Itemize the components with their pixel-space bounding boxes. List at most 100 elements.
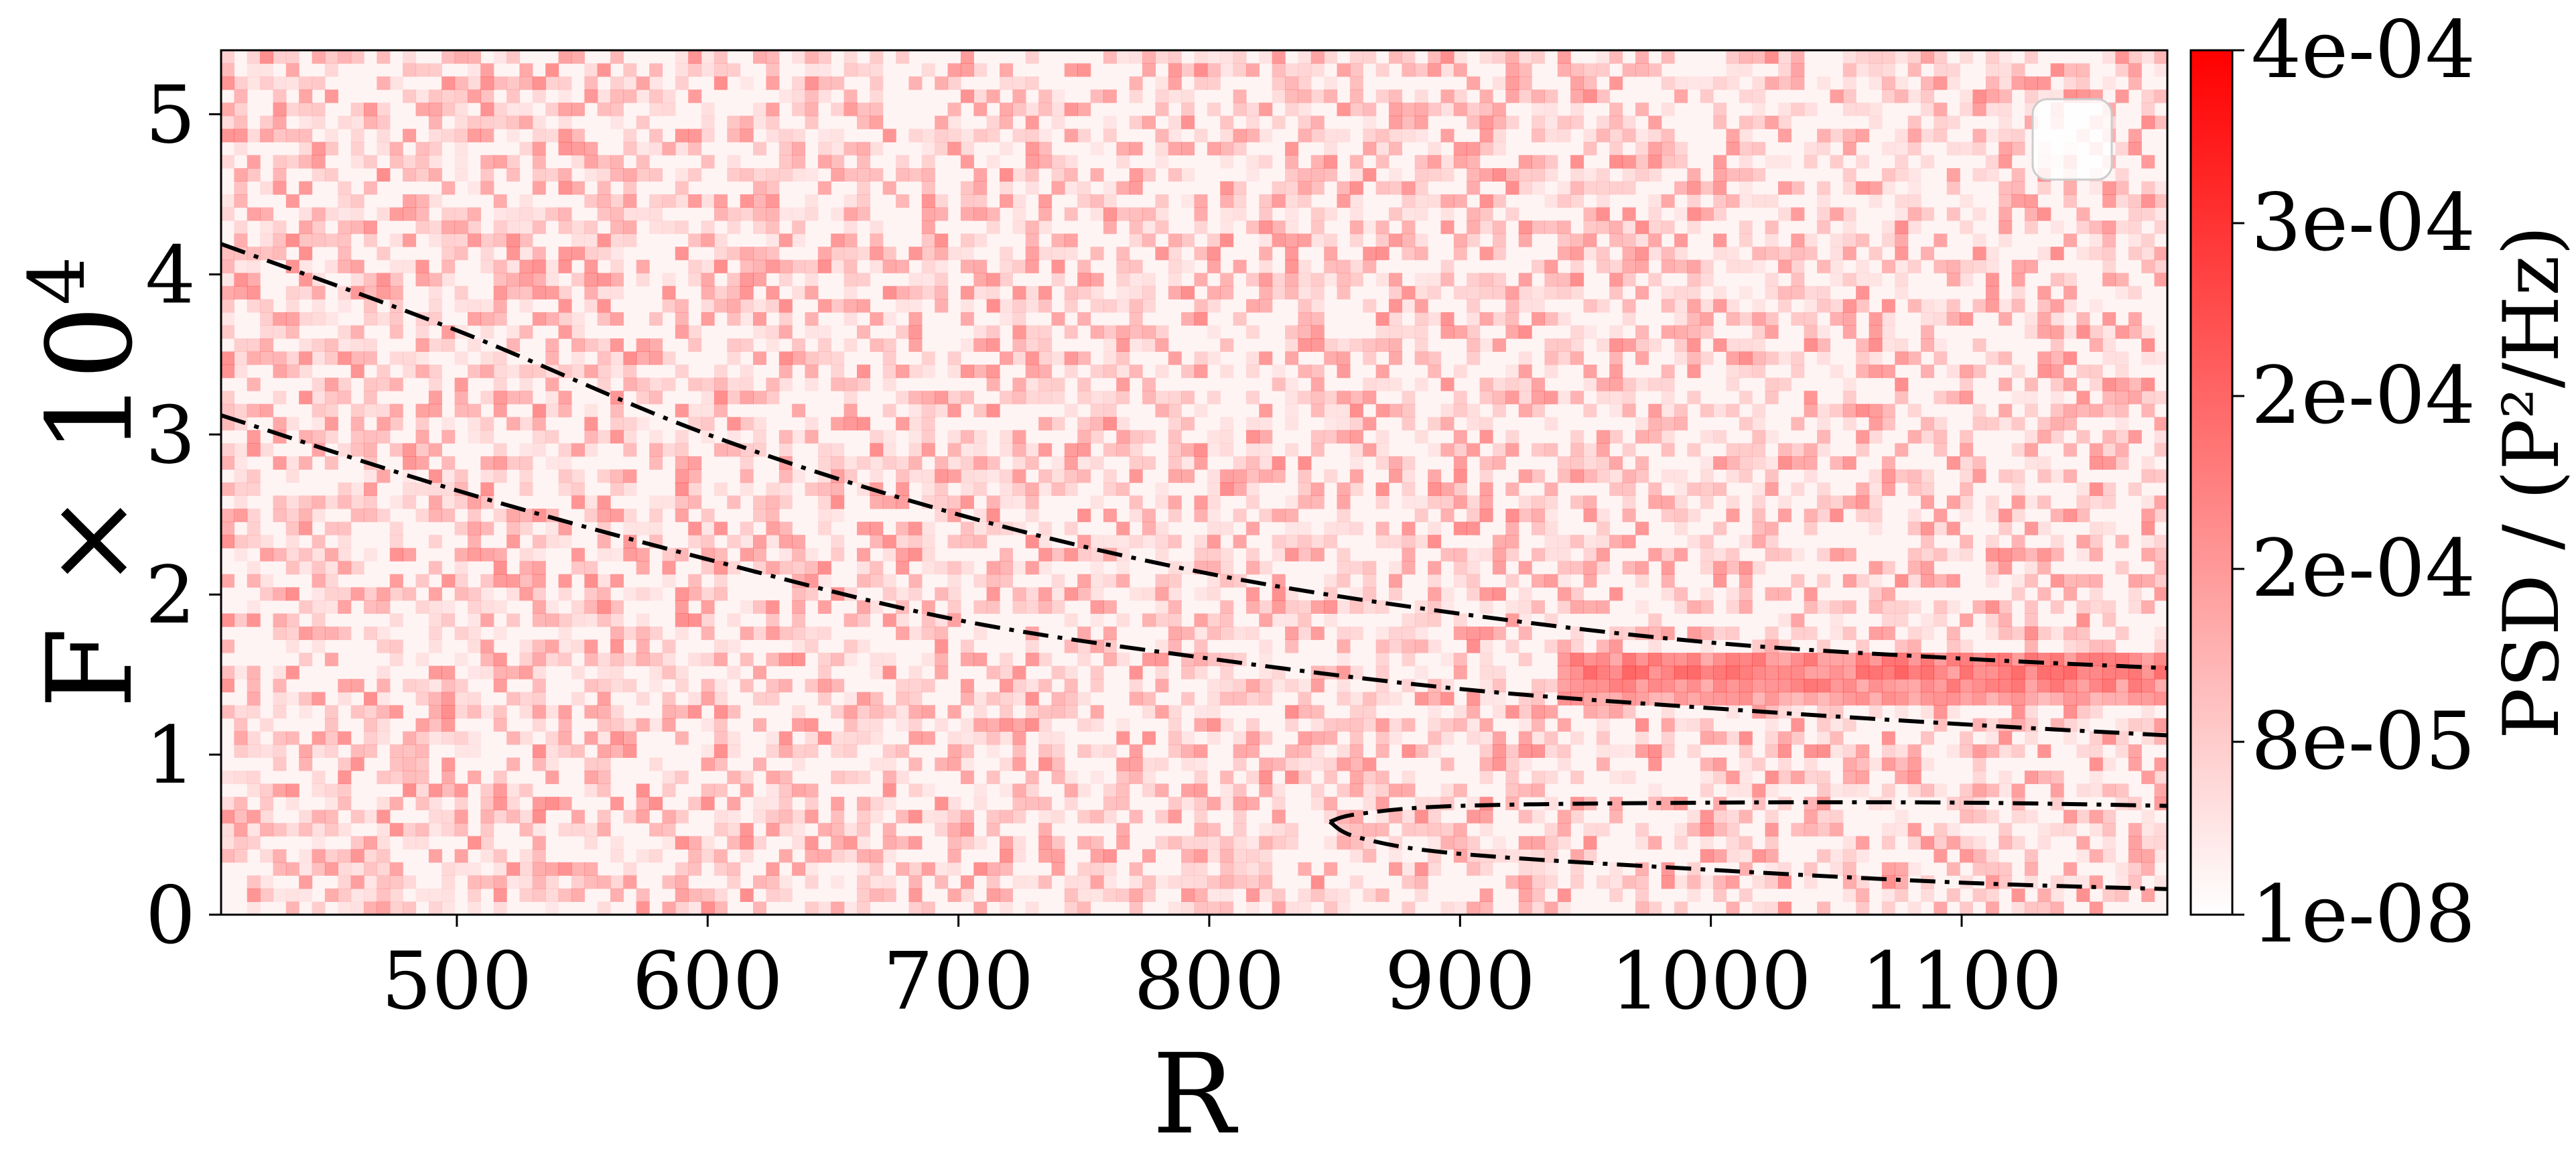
heatmap-cell (2063, 587, 2078, 601)
heatmap-cell (1428, 469, 1442, 483)
heatmap-cell (675, 181, 689, 195)
heatmap-cell (1051, 757, 1065, 771)
heatmap-cell (1998, 299, 2013, 313)
heatmap-cell (1972, 744, 1986, 758)
heatmap-cell (1181, 89, 1195, 103)
heatmap-cell (740, 417, 754, 431)
heatmap-cell (973, 325, 988, 339)
heatmap-cell (285, 285, 299, 300)
heatmap-cell (675, 403, 689, 417)
heatmap-cell (1467, 168, 1481, 182)
heatmap-cell (285, 731, 299, 745)
heatmap-cell (1090, 456, 1104, 470)
heatmap-cell (260, 220, 274, 235)
heatmap-cell (2154, 587, 2167, 601)
heatmap-cell (1648, 273, 1662, 287)
heatmap-cell (1804, 403, 1818, 417)
heatmap-cell (1207, 509, 1221, 523)
heatmap-cell (1168, 50, 1182, 64)
heatmap-cell (778, 731, 793, 745)
heatmap-cell (2050, 469, 2064, 483)
heatmap-cell (519, 391, 533, 405)
heatmap-cell (1389, 627, 1402, 641)
heatmap-cell (675, 771, 689, 785)
heatmap-cell (727, 168, 741, 182)
heatmap-cell (1402, 285, 1416, 300)
heatmap-cell (701, 259, 715, 273)
heatmap-cell (1090, 285, 1104, 300)
heatmap-cell (649, 377, 663, 391)
heatmap-cell (1960, 377, 1974, 391)
heatmap-cell (2115, 443, 2129, 457)
heatmap-cell (1960, 220, 1974, 235)
heatmap-cell (649, 338, 663, 352)
heatmap-cell (805, 639, 819, 653)
heatmap-cell (1622, 469, 1636, 483)
heatmap-cell (234, 403, 248, 417)
heatmap-cell (1363, 141, 1377, 155)
heatmap-cell (1310, 731, 1325, 745)
heatmap-cell (338, 181, 352, 195)
heatmap-cell (338, 259, 352, 273)
heatmap-cell (1272, 535, 1286, 549)
heatmap-cell (2025, 456, 2038, 470)
heatmap-cell (908, 731, 923, 745)
heatmap-cell (1259, 757, 1273, 771)
heatmap-cell (1479, 692, 1493, 706)
heatmap-cell (675, 168, 689, 182)
heatmap-cell (285, 76, 299, 90)
heatmap-cell (1220, 521, 1234, 535)
heatmap-cell (623, 194, 637, 208)
heatmap-cell (1233, 783, 1247, 797)
heatmap-cell (1804, 285, 1818, 300)
heatmap-cell (428, 495, 442, 509)
heatmap-cell (285, 50, 299, 64)
heatmap-cell (973, 482, 988, 497)
heatmap-cell (1467, 285, 1481, 300)
heatmap-cell (1895, 443, 1909, 457)
heatmap-cell (519, 273, 533, 287)
heatmap-cell (1000, 809, 1013, 824)
heatmap-cell (1142, 391, 1156, 405)
heatmap-cell (986, 155, 1000, 169)
heatmap-cell (1921, 155, 1934, 169)
heatmap-cell (1726, 247, 1740, 261)
heatmap-cell (468, 771, 481, 785)
heatmap-cell (1155, 757, 1169, 771)
heatmap-cell (1051, 771, 1065, 785)
heatmap-cell (1700, 679, 1714, 693)
heatmap-cell (1402, 744, 1416, 758)
heatmap-cell (1583, 403, 1597, 417)
heatmap-cell (415, 273, 429, 287)
heatmap-cell (597, 233, 611, 247)
heatmap-cell (2063, 181, 2078, 195)
heatmap-cell (1596, 705, 1610, 719)
heatmap-cell (1181, 692, 1195, 706)
heatmap-cell (2102, 220, 2116, 235)
heatmap-cell (1479, 417, 1493, 431)
heatmap-cell (1960, 731, 1974, 745)
heatmap-cell (714, 809, 728, 824)
heatmap-cell (1817, 259, 1831, 273)
heatmap-cell (1414, 639, 1428, 653)
heatmap-cell (1972, 299, 1986, 313)
heatmap-cell (454, 547, 468, 562)
heatmap-cell (1752, 639, 1766, 653)
heatmap-cell (1505, 744, 1519, 758)
heatmap-cell (1155, 547, 1169, 562)
heatmap-cell (727, 377, 741, 391)
heatmap-cell (986, 587, 1000, 601)
heatmap-cell (1895, 141, 1909, 155)
heatmap-cell (1778, 744, 1791, 758)
heatmap-cell (299, 509, 313, 523)
heatmap-cell (2037, 771, 2051, 785)
heatmap-cell (1648, 495, 1662, 509)
heatmap-cell (1583, 168, 1597, 182)
heatmap-cell (1661, 692, 1675, 706)
heatmap-cell (857, 521, 870, 535)
heatmap-cell (1298, 50, 1312, 64)
heatmap-cell (584, 417, 598, 431)
heatmap-cell (1960, 103, 1974, 117)
heatmap-cell (1869, 338, 1883, 352)
heatmap-cell (1946, 456, 1960, 470)
